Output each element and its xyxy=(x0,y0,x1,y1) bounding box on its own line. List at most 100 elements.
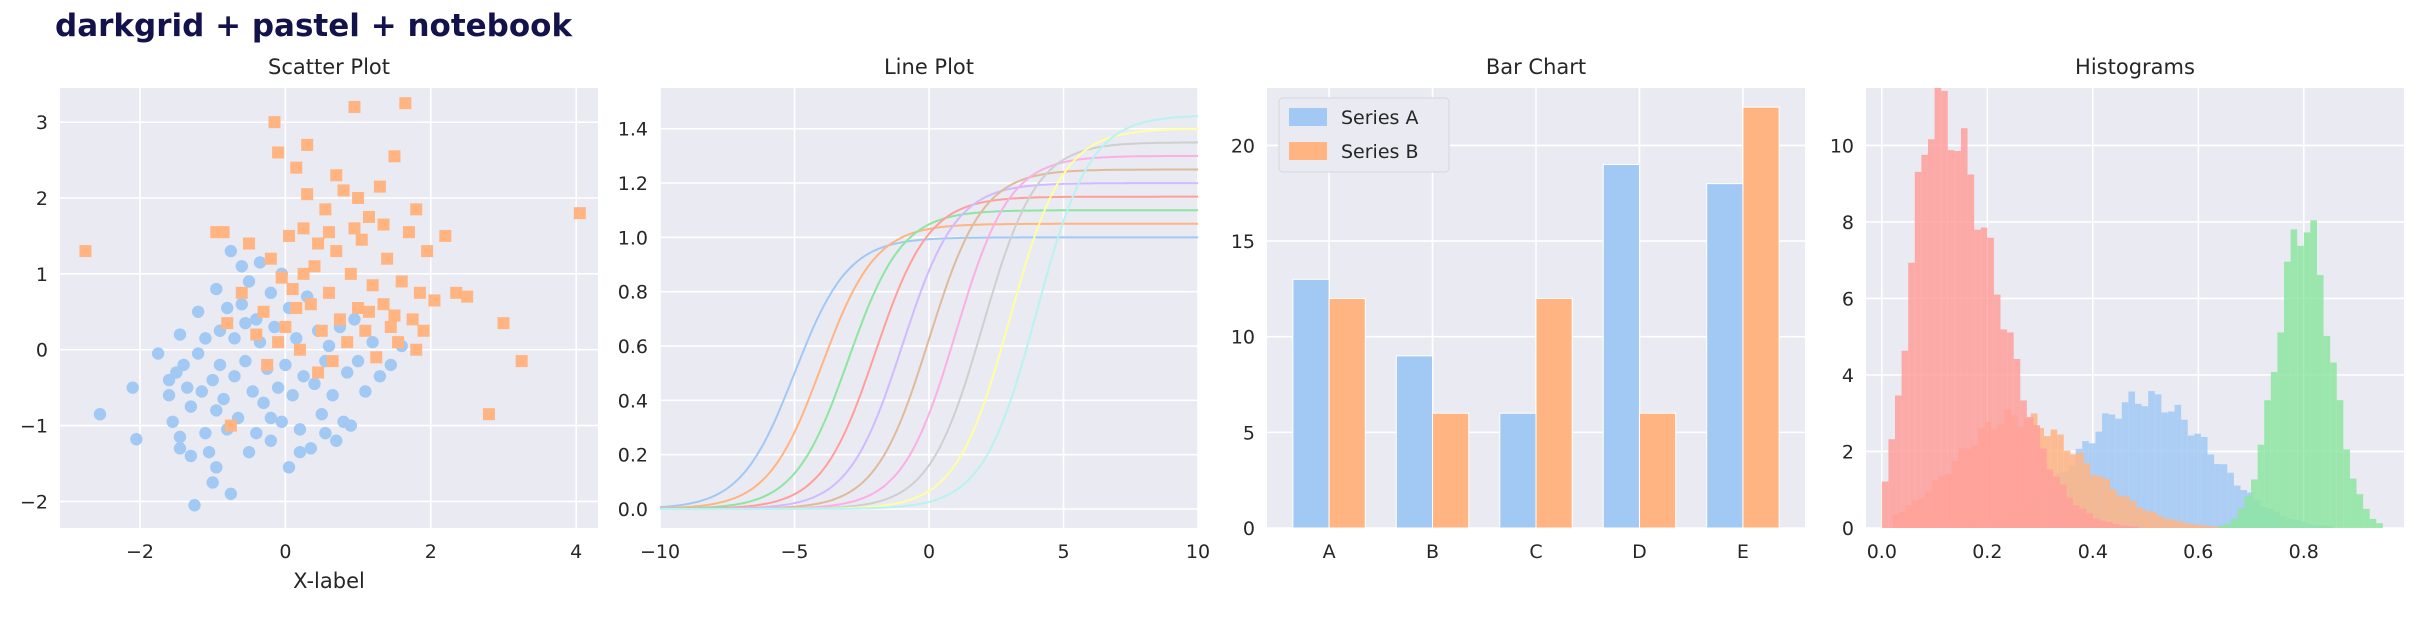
scatter-point xyxy=(126,381,139,394)
scatter-point xyxy=(257,305,270,318)
histogram-bin xyxy=(2244,495,2252,528)
scatter-point xyxy=(319,426,332,440)
histogram-bin xyxy=(2013,358,2021,528)
scatter-point xyxy=(497,317,510,330)
scatter-point xyxy=(264,286,278,300)
x-tick-label: D xyxy=(1632,541,1647,563)
x-tick-label: E xyxy=(1737,541,1749,563)
histogram-bin xyxy=(1941,90,1948,528)
histogram-bin xyxy=(2356,494,2364,528)
histogram-bin xyxy=(2264,400,2271,528)
histogram-bin xyxy=(2136,507,2143,528)
histogram-bin xyxy=(2083,463,2091,528)
scatter-point xyxy=(304,298,317,311)
scatter-point xyxy=(359,324,372,337)
scatter-point xyxy=(184,449,198,463)
scatter-point xyxy=(366,279,379,292)
scatter-point xyxy=(315,324,328,337)
scatter-point xyxy=(290,161,303,174)
scatter-point xyxy=(210,404,223,417)
y-tick-label: 0 xyxy=(36,340,48,362)
scatter-point xyxy=(333,313,346,326)
histogram-bin xyxy=(1901,350,1909,528)
histogram-bin xyxy=(2102,413,2109,528)
scatter-point xyxy=(348,313,361,326)
y-tick-label: 2 xyxy=(1842,441,1854,463)
scatter-point xyxy=(162,389,176,402)
y-tick-label: 0.6 xyxy=(618,336,648,358)
scatter-point xyxy=(297,370,310,383)
panel-title: Bar Chart xyxy=(1486,55,1586,79)
scatter-point xyxy=(373,370,387,383)
scatter-point xyxy=(340,366,354,379)
histogram-bin xyxy=(2202,525,2209,528)
histogram-bin xyxy=(2115,418,2122,528)
scatter-point xyxy=(242,275,256,288)
histogram-bin xyxy=(2195,524,2203,528)
legend-label: Series A xyxy=(1341,107,1418,129)
scatter-point xyxy=(271,381,285,394)
scatter-point xyxy=(482,408,495,421)
histogram-bin xyxy=(2169,519,2176,528)
histogram-bin xyxy=(2175,520,2183,528)
histogram-bin xyxy=(1881,481,1889,528)
histogram-bin xyxy=(2200,437,2208,528)
histogram-bin xyxy=(1927,139,1935,528)
scatter-point xyxy=(370,351,383,364)
histogram-bin xyxy=(2096,476,2104,528)
histogram-bin xyxy=(2141,406,2149,528)
histogram-bin xyxy=(2063,450,2071,528)
scatter-point xyxy=(355,233,368,246)
scatter-point xyxy=(388,150,401,163)
scatter-point xyxy=(235,298,248,311)
histogram-bin xyxy=(2161,412,2168,528)
histogram-bin xyxy=(2187,435,2195,528)
histogram-bin xyxy=(1980,227,1988,528)
histogram-bin xyxy=(1921,154,1928,528)
y-tick-label: 0 xyxy=(1842,518,1854,540)
x-tick-label: 2 xyxy=(425,541,437,563)
scatter-point xyxy=(199,332,212,345)
histogram-bin xyxy=(2112,523,2120,528)
histogram-bin xyxy=(2103,478,2110,528)
histogram-bin xyxy=(2277,332,2285,528)
bar xyxy=(1292,278,1330,528)
y-tick-label: 20 xyxy=(1231,135,1255,157)
scatter-point xyxy=(184,400,198,413)
scatter-point xyxy=(337,184,350,197)
scatter-point xyxy=(283,229,296,242)
histogram-bin xyxy=(2079,508,2087,528)
y-tick-label: 2 xyxy=(36,188,48,210)
scatter-point xyxy=(130,433,143,446)
scatter-point xyxy=(410,203,423,216)
scatter-point xyxy=(293,445,307,459)
histogram-bin xyxy=(2154,394,2162,528)
x-tick-label: −5 xyxy=(780,541,808,563)
scatter-point xyxy=(250,328,263,341)
scatter-point xyxy=(348,222,361,235)
panel-histogram: Histograms 0 2 4 6 8 10 0.0 0.2 0.4 0.6 0.8 xyxy=(1830,55,2404,563)
histogram-bin xyxy=(2053,476,2060,528)
bar xyxy=(1638,412,1677,528)
histogram-bin xyxy=(1934,88,1942,528)
scatter-point xyxy=(377,298,390,311)
scatter-point xyxy=(272,336,285,349)
scatter-point xyxy=(243,237,256,250)
scatter-point xyxy=(315,408,328,421)
scatter-point xyxy=(439,229,452,242)
scatter-point xyxy=(384,320,397,333)
scatter-point xyxy=(173,430,187,444)
scatter-point xyxy=(199,426,212,440)
scatter-point xyxy=(264,411,278,425)
histogram-bin xyxy=(2303,232,2311,528)
y-tick-label: 3 xyxy=(36,112,48,134)
histogram-bin xyxy=(2220,464,2228,528)
histogram-bin xyxy=(2132,526,2139,528)
x-tick-label: 0.8 xyxy=(2289,541,2319,563)
scatter-point xyxy=(181,381,194,394)
histogram-bin xyxy=(2066,497,2074,528)
scatter-point xyxy=(410,343,423,356)
y-tick-label: 6 xyxy=(1842,288,1854,310)
scatter-point xyxy=(93,408,107,421)
scatter-point xyxy=(392,336,405,349)
